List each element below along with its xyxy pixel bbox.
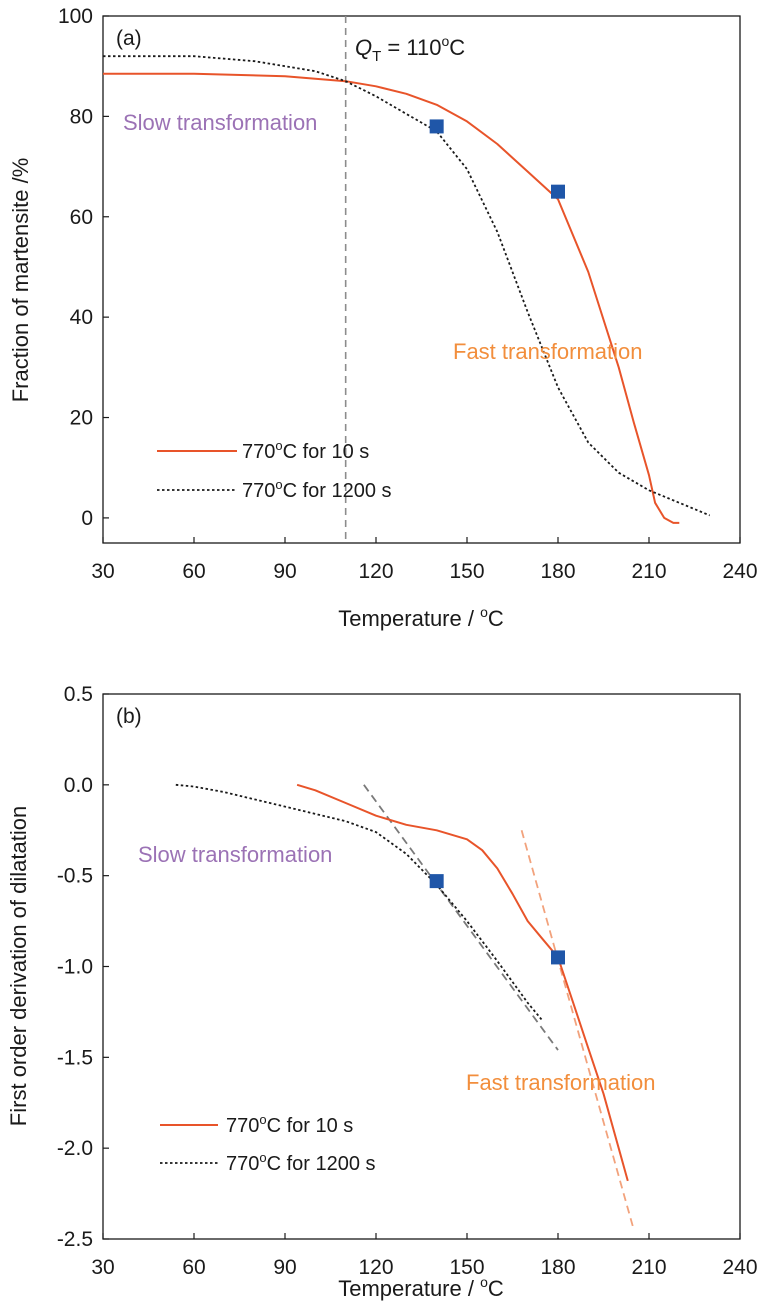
panel-b-x-tick-label: 60 xyxy=(182,1256,205,1279)
panel-b-slow-transformation-label: Slow transformation xyxy=(138,842,332,867)
panel-a-series xyxy=(103,55,711,524)
panel-b-x-tick-label: 30 xyxy=(91,1256,114,1279)
qt-annotation: QT = 110oC xyxy=(355,33,465,65)
panel-a-y-tick-label: 60 xyxy=(70,206,93,229)
panel-b-y-axis-label: First order derivation of dilatation xyxy=(6,806,31,1126)
panel-a-y-tick-label: 100 xyxy=(58,5,93,28)
panel-b-x-tick-label: 210 xyxy=(631,1256,666,1279)
panel-a-y-axis-label: Fraction of martensite /% xyxy=(8,158,33,403)
panel-b-y-tick-label: 0.0 xyxy=(64,774,93,797)
panel-a-legend-label-1200s: 770oC for 1200 s xyxy=(242,477,392,502)
panel-a-markers xyxy=(429,119,565,199)
panel-a-x-tick-label: 150 xyxy=(449,560,484,583)
panel-b-data-marker xyxy=(429,874,444,889)
panel-a-y-tick-label: 20 xyxy=(70,407,93,430)
panel-b-legend-label-1200s: 770oC for 1200 s xyxy=(226,1150,376,1175)
panel-b-chart: 30 60 90 120 150 180 210 240 0.5 0.0 -0.5 -1.0 -1.5 -… xyxy=(6,683,758,1301)
panel-b-x-tick-label: 180 xyxy=(540,1256,575,1279)
panel-a-y-tick-label: 0 xyxy=(81,507,93,530)
panel-b-x-tick-label: 150 xyxy=(449,1256,484,1279)
panel-b-series-line-10s xyxy=(296,783,629,1182)
panel-a-x-tick-label: 30 xyxy=(91,560,114,583)
panel-b-y-tick-label: -2.5 xyxy=(57,1228,93,1251)
panel-a-x-tick-label: 90 xyxy=(273,560,296,583)
panel-a-x-axis-label: Temperature / oC xyxy=(338,604,504,631)
panel-b-data-marker xyxy=(551,950,565,965)
panel-b-x-tick-label: 90 xyxy=(273,1256,296,1279)
panel-a-x-tick-label: 210 xyxy=(631,560,666,583)
panel-b-tangent-line-gray xyxy=(363,784,559,1051)
panel-b-tangent-lines xyxy=(363,784,635,1231)
panel-a-fast-transformation-label: Fast transformation xyxy=(453,339,643,364)
panel-a-plot-frame xyxy=(102,15,741,544)
panel-a-y-tick-label: 40 xyxy=(70,306,93,329)
panel-b-label: (b) xyxy=(116,705,142,728)
panel-b-series xyxy=(175,783,629,1182)
panel-b-y-tick-label: 0.5 xyxy=(64,683,93,706)
panel-a-x-tick-label: 60 xyxy=(182,560,205,583)
panel-b-tangent-line-orange xyxy=(520,830,635,1231)
panel-b-fast-transformation-label: Fast transformation xyxy=(466,1070,656,1095)
panel-b-y-tick-label: -2.0 xyxy=(57,1137,93,1160)
panel-a-ticks: 30 60 90 120 150 180 210 240 0 20 40 60 80 100 xyxy=(58,5,758,583)
panel-b-y-tick-label: -1.0 xyxy=(57,956,93,979)
panel-a-slow-transformation-label: Slow transformation xyxy=(123,110,317,135)
panel-a-x-tick-label: 120 xyxy=(358,560,393,583)
panel-a-x-tick-label: 180 xyxy=(540,560,575,583)
panel-b-ticks: 30 60 90 120 150 180 210 240 0.5 0.0 -0.5 -1.0 -1.5 -… xyxy=(57,683,758,1279)
panel-a-series-line-10s xyxy=(103,72,680,524)
panel-b-x-tick-label: 240 xyxy=(722,1256,757,1279)
panel-a-x-tick-label: 240 xyxy=(722,560,757,583)
panel-a-data-marker xyxy=(429,119,444,134)
panel-a-legend-label-10s: 770oC for 10 s xyxy=(242,438,369,463)
panel-b-series-line-1200s xyxy=(175,783,544,1022)
panel-a-label: (a) xyxy=(116,27,142,50)
panel-b-plot-frame xyxy=(102,693,741,1240)
panel-b-y-tick-label: -1.5 xyxy=(57,1046,93,1069)
panel-a-chart: 30 60 90 120 150 180 210 240 0 20 40 60 80 100 (a) QT… xyxy=(8,5,758,631)
panel-a-series-line-1200s xyxy=(103,55,711,517)
panel-b-x-axis-label: Temperature / oC xyxy=(338,1274,504,1301)
panel-b-x-tick-label: 120 xyxy=(358,1256,393,1279)
panel-a-data-marker xyxy=(551,184,565,199)
panel-b-y-tick-label: -0.5 xyxy=(57,865,93,888)
panel-b-markers xyxy=(429,874,565,965)
panel-a-y-tick-label: 80 xyxy=(70,105,93,128)
panel-b-legend-label-10s: 770oC for 10 s xyxy=(226,1112,353,1137)
